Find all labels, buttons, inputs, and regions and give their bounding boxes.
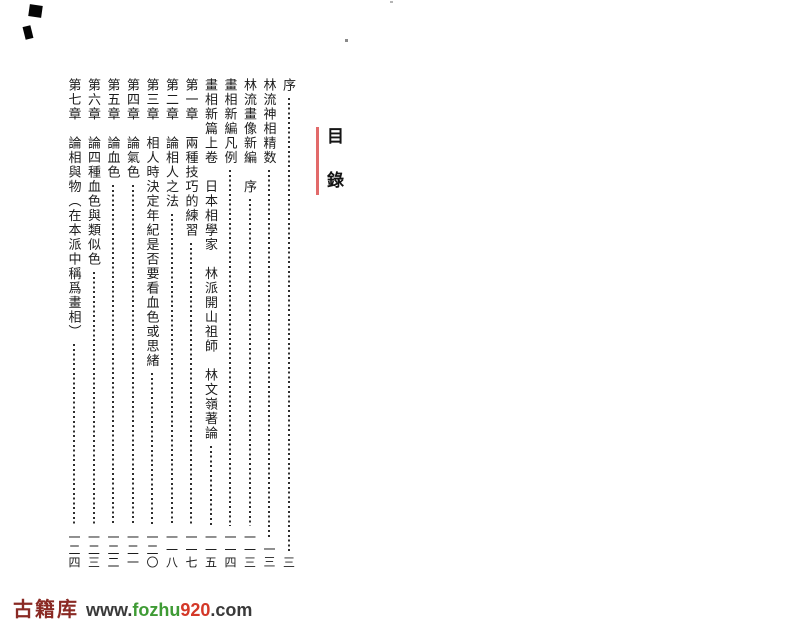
toc-entry-page: 一三 xyxy=(262,543,276,568)
toc-entry: 第一章 兩種技巧的練習 一一七 xyxy=(183,78,199,569)
toc-entry-title: 畫相新編凡例 xyxy=(222,78,238,165)
dotted-leader xyxy=(190,242,192,526)
toc-entry: 第三章 相人時決定年紀是否要看血色或思緒 一二〇 xyxy=(144,78,160,569)
dotted-leader xyxy=(229,170,231,526)
toc-entry-page: 一二三 xyxy=(86,530,101,569)
toc-entry-title: 第五章 論血色 xyxy=(105,78,121,180)
toc-entry-page: 一一三 xyxy=(242,530,257,569)
toc-entry: 畫相新篇上卷 日本相學家 林派開山祖師 林文嶺著論 一一五 xyxy=(203,78,218,569)
scan-artifact xyxy=(345,39,348,42)
dotted-leader xyxy=(73,344,75,526)
table-of-contents: 序 三 林流神相精数 一三 林流畫像新編 序 一一三 畫相新編凡例 一一四 畫相… xyxy=(61,78,297,569)
site-watermark: 古籍库 www. fozhu 920 .com xyxy=(13,593,252,622)
toc-entry-page: 一二二 xyxy=(106,530,120,569)
toc-entry: 第六章 論四種血色與類似色 一二三 xyxy=(86,78,101,569)
toc-entry: 第七章 論相與物（在本派中稱爲畫相） 一二四 xyxy=(66,78,82,569)
scan-artifact xyxy=(28,4,43,18)
dotted-leader xyxy=(112,184,114,526)
toc-entry-page: 一二四 xyxy=(67,530,81,569)
dotted-leader xyxy=(287,97,290,551)
toc-entry-title: 第二章 論相人之法 xyxy=(164,78,179,209)
toc-entry-page: 一二〇 xyxy=(145,530,159,569)
scan-artifact xyxy=(390,1,393,3)
toc-entry-page: 一二一 xyxy=(125,530,140,569)
toc-entry-title: 第四章 論氣色 xyxy=(125,78,140,180)
dotted-leader xyxy=(170,213,173,526)
red-accent-line xyxy=(316,127,319,195)
watermark-url-920: 920 xyxy=(180,600,211,620)
toc-entry-title: 序 xyxy=(281,78,296,93)
toc-entry-title: 林流畫像新編 序 xyxy=(242,78,257,194)
toc-entry: 畫相新編凡例 一一四 xyxy=(222,78,238,569)
toc-entry: 第二章 論相人之法 一一八 xyxy=(164,78,179,569)
toc-entry-page: 一一七 xyxy=(184,530,198,569)
toc-entry-page: 一一五 xyxy=(203,530,218,569)
dotted-leader xyxy=(248,199,251,526)
toc-entry: 林流畫像新編 序 一一三 xyxy=(242,78,257,569)
toc-entry-title: 第六章 論四種血色與類似色 xyxy=(86,78,101,267)
toc-entry-page: 一一四 xyxy=(223,530,237,569)
toc-entry: 序 三 xyxy=(281,78,296,569)
dotted-leader xyxy=(151,373,153,526)
watermark-url-www: www. xyxy=(86,600,133,620)
watermark-site-name: 古籍库 xyxy=(13,599,79,621)
watermark-url-com: .com xyxy=(210,600,253,620)
toc-entry-title: 第三章 相人時決定年紀是否要看血色或思緒 xyxy=(144,78,160,368)
dotted-leader xyxy=(268,170,270,538)
page-title: 目 錄 xyxy=(324,127,343,193)
toc-entry-page: 一一八 xyxy=(164,530,179,569)
toc-entry-title: 第一章 兩種技巧的練習 xyxy=(183,78,199,238)
toc-entry: 第四章 論氣色 一二一 xyxy=(125,78,140,569)
dotted-leader xyxy=(209,445,212,526)
toc-entry: 第五章 論血色 一二二 xyxy=(105,78,121,569)
toc-entry-title: 畫相新篇上卷 日本相學家 林派開山祖師 林文嶺著論 xyxy=(203,78,218,441)
dotted-leader xyxy=(131,184,134,526)
toc-entry-title: 林流神相精数 xyxy=(261,78,277,165)
dotted-leader xyxy=(92,271,95,526)
toc-entry-page: 三 xyxy=(281,555,296,569)
toc-header: 目 錄 xyxy=(316,127,343,195)
watermark-url-fozhu: fozhu xyxy=(132,600,181,620)
scan-artifact xyxy=(22,25,34,40)
toc-entry: 林流神相精数 一三 xyxy=(261,78,277,568)
toc-entry-title: 第七章 論相與物（在本派中稱爲畫相） xyxy=(66,78,82,339)
